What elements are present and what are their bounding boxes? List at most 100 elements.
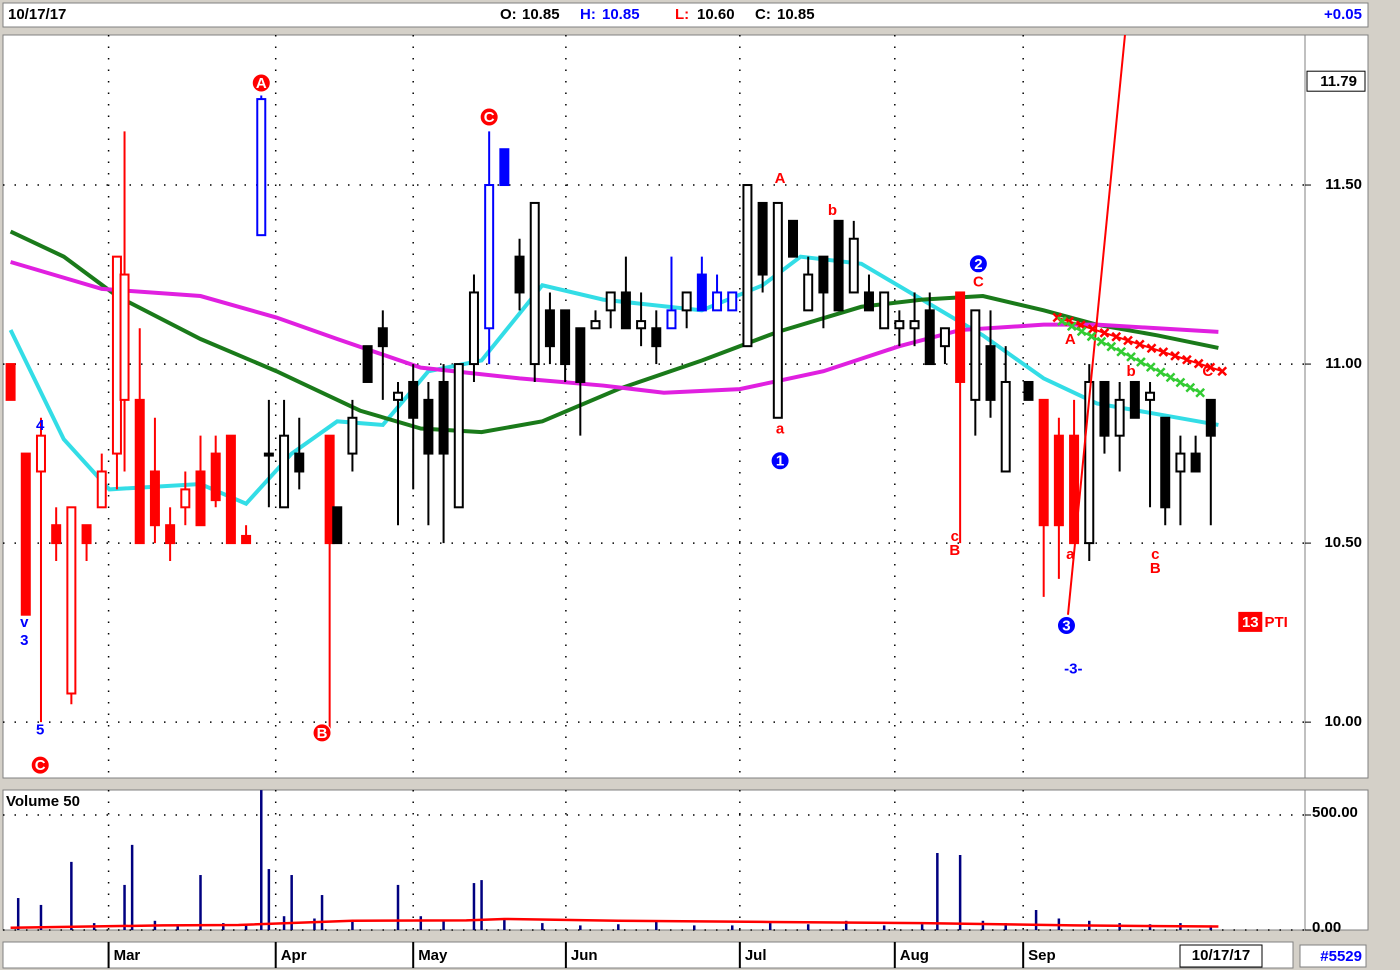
- channel-marker: [1057, 316, 1067, 326]
- time-axis: [2, 941, 1294, 969]
- moving-average: [8, 254, 1219, 507]
- candle-body: [332, 506, 343, 545]
- wave-label: C: [973, 274, 984, 291]
- candle-body: [1160, 416, 1171, 509]
- quote-value: 10.85: [777, 6, 815, 23]
- wave-label: PTI: [1264, 614, 1287, 631]
- candle-body: [544, 309, 555, 348]
- candle-body: [727, 291, 738, 312]
- y-tick-label: 10.00: [1324, 713, 1362, 730]
- channel-marker: [1099, 327, 1110, 338]
- x-tick-label: Apr: [281, 947, 307, 964]
- channel-marker: [1087, 324, 1098, 334]
- candle-body: [438, 380, 449, 455]
- candle-body: [324, 434, 335, 545]
- candle-body: [666, 309, 677, 330]
- quote-label: C:: [755, 6, 771, 23]
- channel-marker: [1145, 362, 1156, 373]
- candle-body: [909, 320, 920, 330]
- channel-marker: [1146, 343, 1157, 354]
- candle-body: [848, 237, 859, 294]
- header-bar: [2, 2, 1369, 28]
- candle-body: [514, 255, 525, 294]
- wave-label: 1: [776, 453, 784, 470]
- candle-body: [51, 524, 62, 545]
- candle-body: [605, 291, 616, 312]
- candle-body: [1175, 452, 1186, 473]
- channel-marker: [1116, 346, 1127, 357]
- channel-marker: [1155, 367, 1166, 378]
- channel-marker: [1193, 358, 1204, 369]
- x-tick-label: Jun: [571, 947, 598, 964]
- candle-body: [1053, 434, 1064, 527]
- candle-body: [833, 219, 844, 312]
- channel-marker: [1195, 387, 1206, 398]
- wave-label: B: [949, 542, 960, 559]
- candle-body: [863, 291, 874, 312]
- candle-body: [96, 470, 107, 509]
- candle-body: [1023, 380, 1034, 401]
- channel-marker: [1217, 366, 1228, 377]
- candle-body: [35, 434, 46, 473]
- channel-marker: [1076, 326, 1087, 337]
- candle-body: [742, 184, 753, 348]
- candle-body: [1000, 380, 1011, 473]
- candle-body: [165, 524, 176, 545]
- wave-label: -3-: [1064, 660, 1082, 677]
- candle-body: [66, 506, 77, 695]
- wave-label: C: [35, 757, 46, 774]
- wave-label: 3: [20, 632, 28, 649]
- last-price-box: [1306, 70, 1366, 92]
- candle-body: [81, 524, 92, 545]
- candle-body: [393, 391, 404, 401]
- candle-body: [620, 291, 631, 330]
- channel-marker: [1181, 354, 1192, 365]
- wave-marker: [968, 254, 988, 274]
- candle-body: [180, 488, 191, 509]
- candle-body: [263, 452, 274, 457]
- candle-body: [803, 273, 814, 312]
- wave-label: 13: [1242, 614, 1259, 631]
- channel-marker: [1175, 377, 1186, 388]
- wave-label: B: [317, 725, 328, 742]
- volume-title: Volume 50: [6, 793, 80, 810]
- candle-body: [362, 345, 373, 383]
- quote-label: H:: [580, 6, 596, 23]
- channel-marker: [1123, 335, 1133, 346]
- candle-body: [1084, 380, 1095, 545]
- quote-value: 10.85: [522, 6, 560, 23]
- candle-body: [712, 291, 723, 312]
- candle-body: [1190, 452, 1201, 473]
- candle-body: [210, 452, 221, 502]
- quote-value: 10.85: [602, 6, 640, 23]
- date-box: [1179, 944, 1263, 968]
- candle-body: [636, 320, 647, 330]
- x-tick-label: May: [418, 947, 448, 964]
- quote-label: L:: [675, 6, 689, 23]
- wave-label: B: [1150, 560, 1161, 577]
- wave-marker: [479, 107, 499, 127]
- wave-marker: [770, 451, 790, 471]
- candle-body: [294, 452, 305, 473]
- last-price-label: 11.79: [1320, 73, 1357, 90]
- x-tick-label: Jul: [745, 947, 767, 964]
- volume-average: [10, 917, 1219, 929]
- channel-marker: [1170, 351, 1180, 361]
- candle-body: [818, 255, 829, 294]
- wave-label: A: [1065, 331, 1076, 348]
- candle-body: [468, 291, 479, 366]
- y-tick-label: 11.00: [1325, 355, 1362, 372]
- candle-body: [225, 434, 236, 545]
- moving-average: [10, 260, 1219, 395]
- wave-label: a: [776, 420, 785, 437]
- header-change: +0.05: [1324, 6, 1362, 23]
- wave-label: 2: [974, 256, 982, 273]
- wave-label: c: [1151, 546, 1159, 563]
- candle-body: [408, 380, 419, 419]
- wave-label: A: [256, 75, 267, 92]
- candle-body: [1129, 380, 1140, 419]
- channel-marker: [1134, 339, 1145, 350]
- wave-label: b: [828, 202, 837, 219]
- candle-body: [149, 470, 160, 527]
